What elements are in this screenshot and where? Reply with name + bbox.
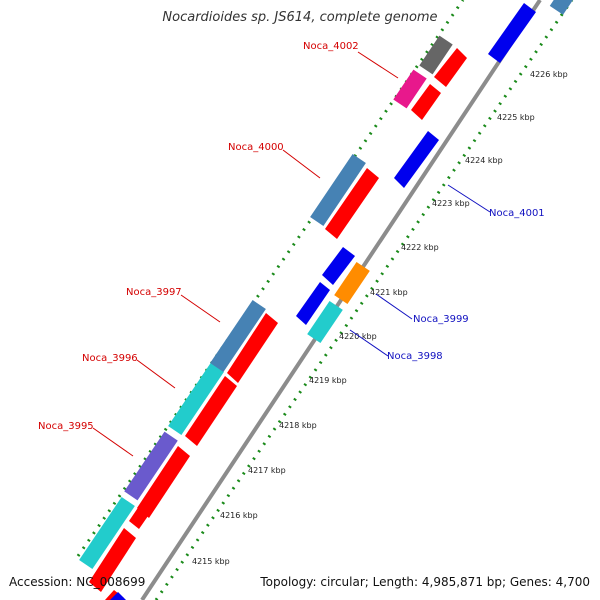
gene-arrow-forward [185, 376, 237, 446]
gene-block [79, 497, 135, 569]
accession-label: Accession: NC_008699 [9, 575, 146, 589]
tick-label: 4220 kbp [339, 332, 377, 341]
leader-line [136, 359, 176, 389]
gene-block [549, 0, 575, 15]
gene-block [124, 431, 178, 501]
leader-line [375, 293, 413, 320]
gene-arrow-reverse [322, 247, 355, 285]
gene-arrow-forward [227, 313, 278, 383]
gene-arrow-reverse [110, 592, 126, 600]
map-title: Nocardioides sp. JS614, complete genome [162, 10, 438, 25]
tick-label: 4218 kbp [279, 421, 317, 430]
leader-line [357, 51, 399, 79]
tick-label: 4221 kbp [370, 288, 408, 297]
gene-arrow-forward [434, 48, 467, 87]
reverse-cds-track [110, 3, 536, 600]
gene-block [334, 261, 370, 305]
gene-label: Noca_4002 [303, 41, 359, 52]
gene-label: Noca_3995 [38, 421, 94, 432]
tick-label: 4216 kbp [220, 511, 258, 520]
gene-label: Noca_3997 [126, 287, 182, 298]
tick-label: 4225 kbp [497, 113, 535, 122]
genome-backbone [140, 0, 542, 600]
gene-block [210, 300, 266, 372]
tick-labels: 4215 kbp 4216 kbp 4217 kbp 4218 kbp 4219 kbp… [192, 70, 568, 566]
genome-summary: Topology: circular; Length: 4,985,871 bp… [260, 575, 590, 589]
gene-label: Noca_3999 [413, 314, 469, 325]
leader-lines [92, 51, 491, 457]
tick-label: 4222 kbp [401, 243, 439, 252]
inner-tick-track [154, 0, 574, 600]
leader-line [447, 184, 491, 213]
gene-arrow-forward [89, 528, 136, 592]
tick-label: 4215 kbp [192, 557, 230, 566]
gene-label: Noca_4001 [489, 208, 545, 219]
leader-line [180, 294, 221, 323]
tick-label: 4226 kbp [530, 70, 568, 79]
reverse-function-track [307, 0, 575, 344]
gene-block [310, 154, 366, 226]
gene-arrow-reverse [394, 131, 439, 188]
gene-labels: Noca_4002 Noca_4000 Noca_3997 Noca_3996 Noca… [38, 41, 545, 432]
gene-block [307, 300, 343, 344]
gene-label: Noca_4000 [228, 142, 284, 153]
gene-arrow-forward [325, 168, 379, 239]
leader-line [349, 329, 389, 357]
gene-arrow-forward [137, 446, 190, 518]
leader-line [92, 427, 134, 457]
gene-arrow-reverse [488, 3, 536, 63]
forward-cds-track [89, 48, 467, 600]
gene-block [419, 35, 453, 75]
tick-label: 4217 kbp [248, 466, 286, 475]
leader-line [282, 149, 321, 179]
gene-arrow-reverse [296, 282, 330, 325]
tick-label: 4224 kbp [465, 156, 503, 165]
tick-label: 4219 kbp [309, 376, 347, 385]
forward-function-track [79, 35, 453, 569]
gene-label: Noca_3998 [387, 351, 443, 362]
gene-arrow-forward [411, 84, 441, 120]
gene-block [168, 363, 224, 435]
gene-label: Noca_3996 [82, 353, 138, 364]
tick-label: 4223 kbp [432, 199, 470, 208]
gene-block [393, 69, 427, 109]
